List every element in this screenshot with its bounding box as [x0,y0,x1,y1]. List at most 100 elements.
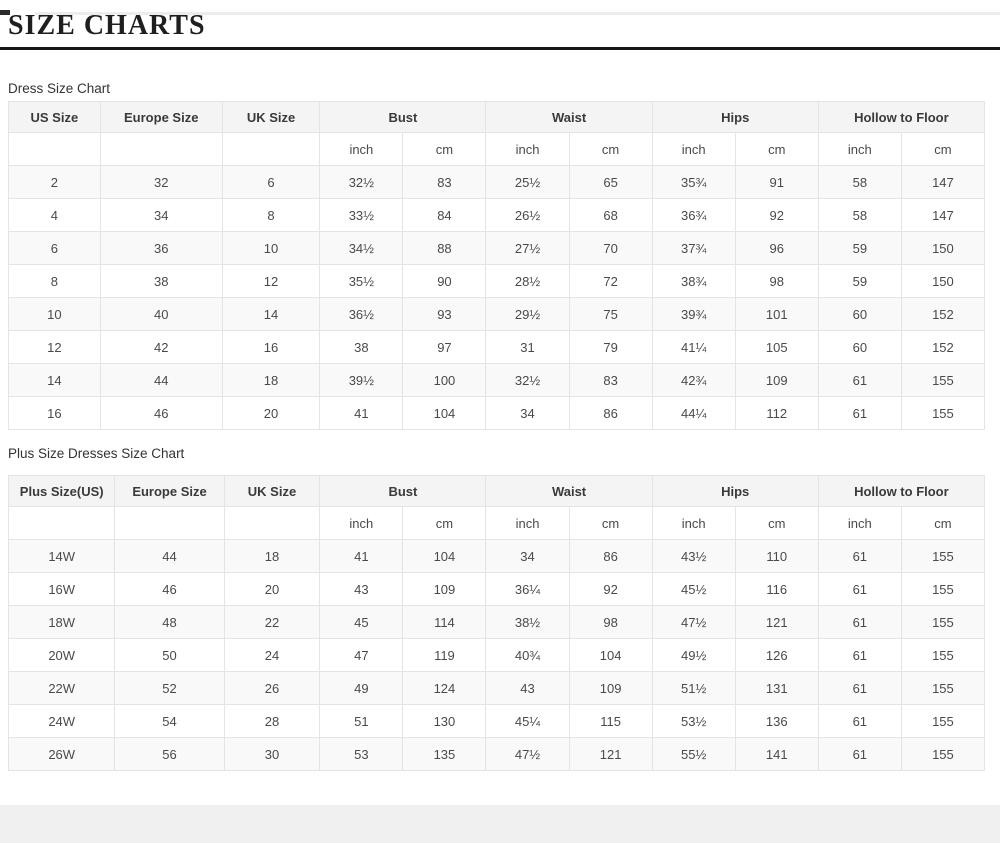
table-cell: 16 [8,396,101,430]
table-cell: 43½ [651,539,736,573]
table-cell: 16 [221,330,321,364]
table-cell: 104 [402,539,487,573]
table-cell: 109 [402,572,487,606]
table-cell: 32½ [319,165,404,199]
table-cell: 14 [8,363,101,397]
table-cell: 45½ [651,572,736,606]
table-cell: 35½ [319,264,404,298]
table-cell: 4 [8,198,101,232]
table-cell: 41 [319,396,404,430]
table-cell: 20 [223,572,321,606]
table-cell: 38¾ [651,264,736,298]
table-cell: 61 [817,638,902,672]
table-row: 22W 52 26 49 124 43 109 51½ 131 61 155 [7,671,986,705]
table-cell: 98 [734,264,819,298]
table-cell: 40¾ [485,638,570,672]
column-header: UK Size [221,101,321,133]
table-cell: 6 [8,231,101,265]
table-cell: 33½ [319,198,404,232]
unit-header [221,132,321,166]
table-cell: 109 [568,671,653,705]
table-cell: 34 [99,198,223,232]
unit-header: inch [651,132,736,166]
table-cell: 58 [817,165,902,199]
table-cell: 14 [221,297,321,331]
table-cell: 39¾ [651,297,736,331]
table-cell: 34 [485,539,570,573]
table-cell: 45¼ [485,704,570,738]
table-cell: 79 [568,330,653,364]
table-cell: 90 [402,264,487,298]
table-cell: 112 [734,396,819,430]
table-cell: 46 [99,396,223,430]
table-row: 6 36 10 34½ 88 27½ 70 37¾ 96 59 150 [8,231,986,265]
table-cell: 26 [223,671,321,705]
table-cell: 22W [7,671,116,705]
table-cell: 6 [221,165,321,199]
table-cell: 38 [99,264,223,298]
table-cell: 40 [99,297,223,331]
table-cell: 47½ [485,737,570,771]
table-cell: 119 [402,638,487,672]
column-header: US Size [8,101,101,133]
dress-size-chart-caption: Dress Size Chart [8,81,111,96]
table-cell: 147 [900,165,986,199]
table-cell: 2 [8,165,101,199]
table-cell: 31 [485,330,570,364]
table-row: 12 42 16 38 97 31 79 41¼ 105 60 152 [8,330,986,364]
table-cell: 26½ [485,198,570,232]
table-cell: 75 [568,297,653,331]
page-title: SIZE CHARTS [8,10,206,41]
table-cell: 86 [568,396,653,430]
table-cell: 36½ [319,297,404,331]
table-cell: 22 [223,605,321,639]
table-cell: 155 [900,363,986,397]
column-header: Hollow to Floor [817,101,986,133]
table-cell: 121 [568,737,653,771]
table-cell: 42¾ [651,363,736,397]
unit-header: cm [402,506,487,540]
table-cell: 26W [7,737,116,771]
unit-header: inch [817,132,902,166]
table-row: 26W 56 30 53 135 47½ 121 55½ 141 61 155 [7,737,986,771]
table-cell: 61 [817,572,902,606]
table-row: 16W 46 20 43 109 36¼ 92 45½ 116 61 155 [7,572,986,606]
table-row: 24W 54 28 51 130 45¼ 115 53½ 136 61 155 [7,704,986,738]
table-cell: 147 [900,198,986,232]
table-row: 14 44 18 39½ 100 32½ 83 42¾ 109 61 155 [8,363,986,397]
table-cell: 93 [402,297,487,331]
table-cell: 43 [485,671,570,705]
unit-header: cm [900,132,986,166]
unit-row: inch cm inch cm inch cm inch cm [8,132,986,166]
table-cell: 18 [221,363,321,397]
table-cell: 53½ [651,704,736,738]
dress-size-chart-table: US Size Europe Size UK Size Bust Waist Hips Ho… [8,101,986,430]
table-cell: 48 [114,605,225,639]
table-cell: 150 [900,231,986,265]
table-cell: 25½ [485,165,570,199]
table-cell: 92 [734,198,819,232]
table-cell: 70 [568,231,653,265]
table-cell: 24W [7,704,116,738]
table-cell: 35¾ [651,165,736,199]
table-cell: 65 [568,165,653,199]
table-cell: 155 [900,737,986,771]
table-cell: 126 [734,638,819,672]
table-row: 20W 50 24 47 119 40¾ 104 49½ 126 61 155 [7,638,986,672]
table-cell: 61 [817,363,902,397]
table-cell: 61 [817,671,902,705]
table-cell: 135 [402,737,487,771]
table-cell: 72 [568,264,653,298]
table-cell: 27½ [485,231,570,265]
table-cell: 84 [402,198,487,232]
table-cell: 155 [900,396,986,430]
table-cell: 155 [900,605,986,639]
footer-band [0,805,1000,843]
table-cell: 10 [8,297,101,331]
table-row: 14W 44 18 41 104 34 86 43½ 110 61 155 [7,539,986,573]
table-cell: 60 [817,330,902,364]
unit-row: inch cm inch cm inch cm inch cm [7,506,986,540]
table-cell: 37¾ [651,231,736,265]
table-cell: 96 [734,231,819,265]
unit-header: cm [734,506,819,540]
